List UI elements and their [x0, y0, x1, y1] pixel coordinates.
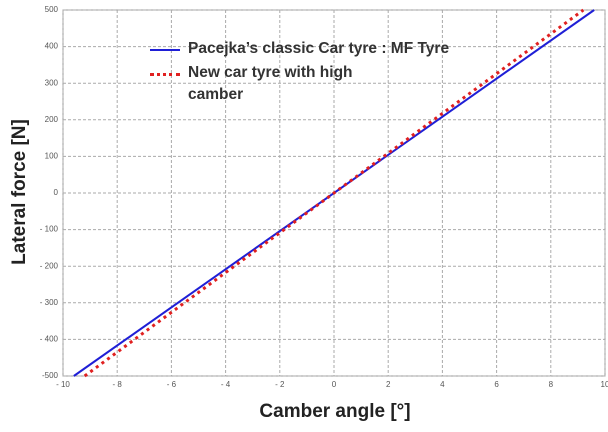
- legend-swatch: [150, 49, 180, 51]
- x-tick-label: 10: [601, 380, 608, 389]
- y-tick-label: 200: [45, 115, 59, 124]
- y-tick-label: - 400: [40, 335, 59, 344]
- y-tick-label: - 100: [40, 225, 59, 234]
- x-tick-label: 4: [440, 380, 445, 389]
- y-tick-label: 100: [45, 152, 59, 161]
- x-tick-label: - 4: [221, 380, 231, 389]
- y-tick-label: -500: [42, 371, 59, 380]
- x-tick-label: 2: [386, 380, 391, 389]
- y-tick-label: 300: [45, 78, 59, 87]
- y-tick-label: - 200: [40, 261, 59, 270]
- series-line: [83, 8, 585, 378]
- x-tick-label: - 10: [56, 380, 70, 389]
- y-axis-label: Lateral force [N]: [9, 119, 30, 265]
- y-tick-label: 500: [45, 5, 59, 14]
- x-tick-label: - 6: [167, 380, 177, 389]
- legend-swatch: [150, 73, 180, 76]
- x-tick-label: 6: [494, 380, 499, 389]
- x-tick-label: 0: [332, 380, 337, 389]
- x-tick-label: 8: [549, 380, 554, 389]
- x-tick-label: - 2: [275, 380, 285, 389]
- y-tick-label: - 300: [40, 298, 59, 307]
- legend-label: Pacejka’s classic Car tyre : MF Tyre: [188, 40, 450, 57]
- x-tick-label: - 8: [113, 380, 123, 389]
- x-axis-label: Camber angle [°]: [259, 401, 410, 422]
- y-tick-label: 400: [45, 42, 59, 51]
- legend-entry: New car tyre with high camber: [150, 62, 388, 106]
- legend-entry: Pacejka’s classic Car tyre : MF Tyre: [150, 38, 508, 60]
- legend-label: New car tyre with high camber: [188, 64, 353, 103]
- y-tick-label: 0: [54, 188, 59, 197]
